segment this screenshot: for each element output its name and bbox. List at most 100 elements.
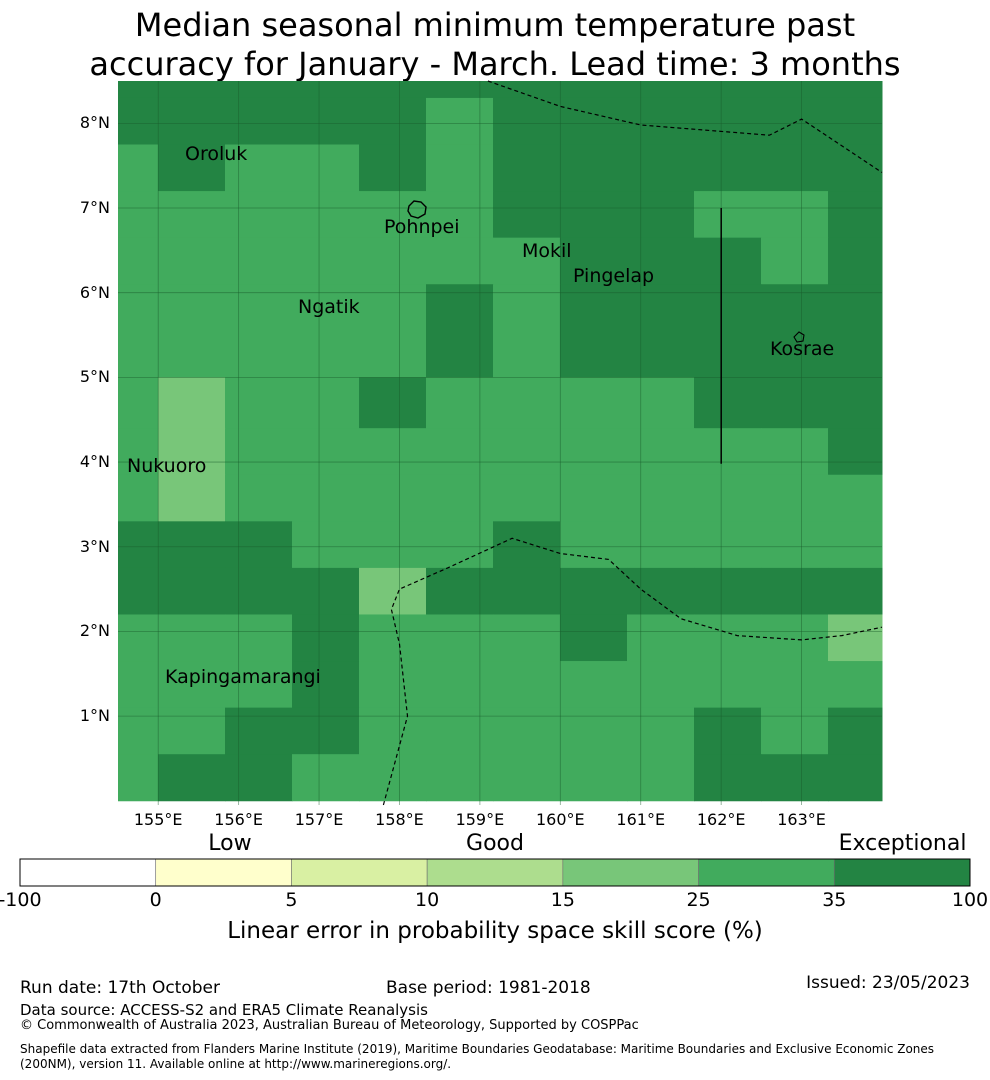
skill-cell: [118, 521, 159, 569]
place-label-pingelap: Pingelap: [573, 265, 654, 287]
skill-cell: [828, 661, 883, 709]
island-outlines: [407, 200, 805, 343]
skill-cell: [225, 191, 293, 239]
skill-cell: [359, 144, 427, 192]
skill-cell: [359, 81, 427, 99]
skill-cell: [828, 614, 883, 662]
place-label-oroluk: Oroluk: [185, 143, 247, 165]
place-label-mokil: Mokil: [522, 240, 572, 262]
skill-cell: [694, 521, 762, 569]
skill-cell: [426, 521, 494, 569]
skill-cell: [627, 707, 695, 755]
skill-cell: [560, 567, 628, 615]
skill-cell: [761, 377, 829, 429]
skill-cell: [158, 191, 226, 239]
skill-cell: [158, 707, 226, 755]
eez-boundaries: [382, 80, 883, 806]
skill-cell: [560, 284, 628, 378]
skill-cell: [225, 567, 293, 615]
skill-cell: [828, 144, 883, 192]
skill-cell: [292, 237, 360, 285]
skill-cell: [560, 754, 628, 802]
skill-cell: [292, 191, 360, 239]
skill-cell: [359, 474, 427, 522]
colorbar-tick-label: 35: [822, 889, 847, 911]
skill-cell: [426, 661, 494, 709]
title-line-1: Median seasonal minimum temperature past: [134, 6, 856, 44]
skill-cell: [627, 428, 695, 476]
skill-cell: [118, 81, 159, 99]
skill-cell: [694, 284, 762, 378]
latitude-tick-label: 6°N: [79, 282, 110, 302]
colorbar-tick-label: -100: [0, 889, 42, 911]
skill-cell: [359, 377, 427, 429]
shapefile-credit-1: Shapefile data extracted from Flanders M…: [20, 1042, 935, 1056]
skill-cell: [828, 191, 883, 239]
skill-cell: [426, 284, 494, 378]
run-date: Run date: 17th October: [20, 978, 220, 998]
skill-cell: [158, 661, 226, 709]
skill-cell: [694, 144, 762, 192]
skill-cell: [359, 661, 427, 709]
skill-cell: [118, 144, 159, 192]
skill-cell: [426, 614, 494, 662]
skill-cell: [627, 521, 695, 569]
colorbar-segment: [562, 858, 699, 887]
skill-cell: [493, 614, 561, 662]
skill-cell: [694, 237, 762, 285]
title-line-2: accuracy for January - March. Lead time:…: [89, 45, 901, 83]
skill-cell: [493, 707, 561, 755]
copyright: © Commonwealth of Australia 2023, Austra…: [20, 1018, 639, 1033]
latitude-tick-label: 1°N: [79, 706, 110, 726]
skill-cell: [694, 567, 762, 615]
skill-cell: [359, 567, 427, 615]
skill-cell: [560, 661, 628, 709]
skill-cell: [627, 567, 695, 615]
skill-cell: [761, 754, 829, 802]
skill-cell: [359, 191, 427, 239]
colorbar-category-low: Low: [208, 831, 252, 856]
skill-cell: [828, 474, 883, 522]
skill-cell: [761, 81, 829, 99]
skill-cell: [493, 81, 561, 99]
skill-cell: [627, 81, 695, 99]
colorbar-tick-label: 100: [951, 889, 989, 911]
skill-cell: [761, 661, 829, 709]
skill-cell: [225, 97, 293, 146]
skill-cell: [761, 97, 829, 146]
latitude-tick-label: 5°N: [79, 367, 110, 387]
skill-cell: [694, 754, 762, 802]
skill-cell: [828, 97, 883, 146]
graticule: [118, 81, 882, 805]
latitude-tick-label: 8°N: [79, 113, 110, 133]
longitude-tick-label: 158°E: [375, 810, 424, 829]
colorbar: [19, 858, 971, 887]
skill-cell: [359, 428, 427, 476]
data-source: Data source: ACCESS-S2 and ERA5 Climate …: [20, 1001, 428, 1019]
skill-cell: [761, 284, 829, 378]
map-title: Median seasonal minimum temperature past…: [0, 6, 990, 84]
skill-cell: [292, 754, 360, 802]
colorbar-segment: [19, 858, 157, 887]
longitude-tick-label: 163°E: [777, 810, 826, 829]
skill-cell: [627, 191, 695, 239]
colorbar-segment: [426, 858, 564, 887]
skill-cell: [225, 81, 293, 99]
skill-cell: [292, 284, 360, 378]
skill-cell: [560, 474, 628, 522]
skill-cell: [359, 284, 427, 378]
place-label-pohnpei: Pohnpei: [384, 216, 460, 238]
skill-cell: [627, 661, 695, 709]
colorbar-frame: [19, 858, 971, 887]
skill-cell: [426, 754, 494, 802]
skill-cell: [292, 474, 360, 522]
colorbar-segment: [155, 858, 292, 887]
skill-cell: [560, 428, 628, 476]
skill-cell: [493, 567, 561, 615]
skill-cell: [426, 237, 494, 285]
skill-cell: [493, 191, 561, 239]
skill-cell: [493, 474, 561, 522]
skill-cell: [694, 81, 762, 99]
skill-grid: [118, 81, 883, 802]
skill-cell: [761, 237, 829, 285]
